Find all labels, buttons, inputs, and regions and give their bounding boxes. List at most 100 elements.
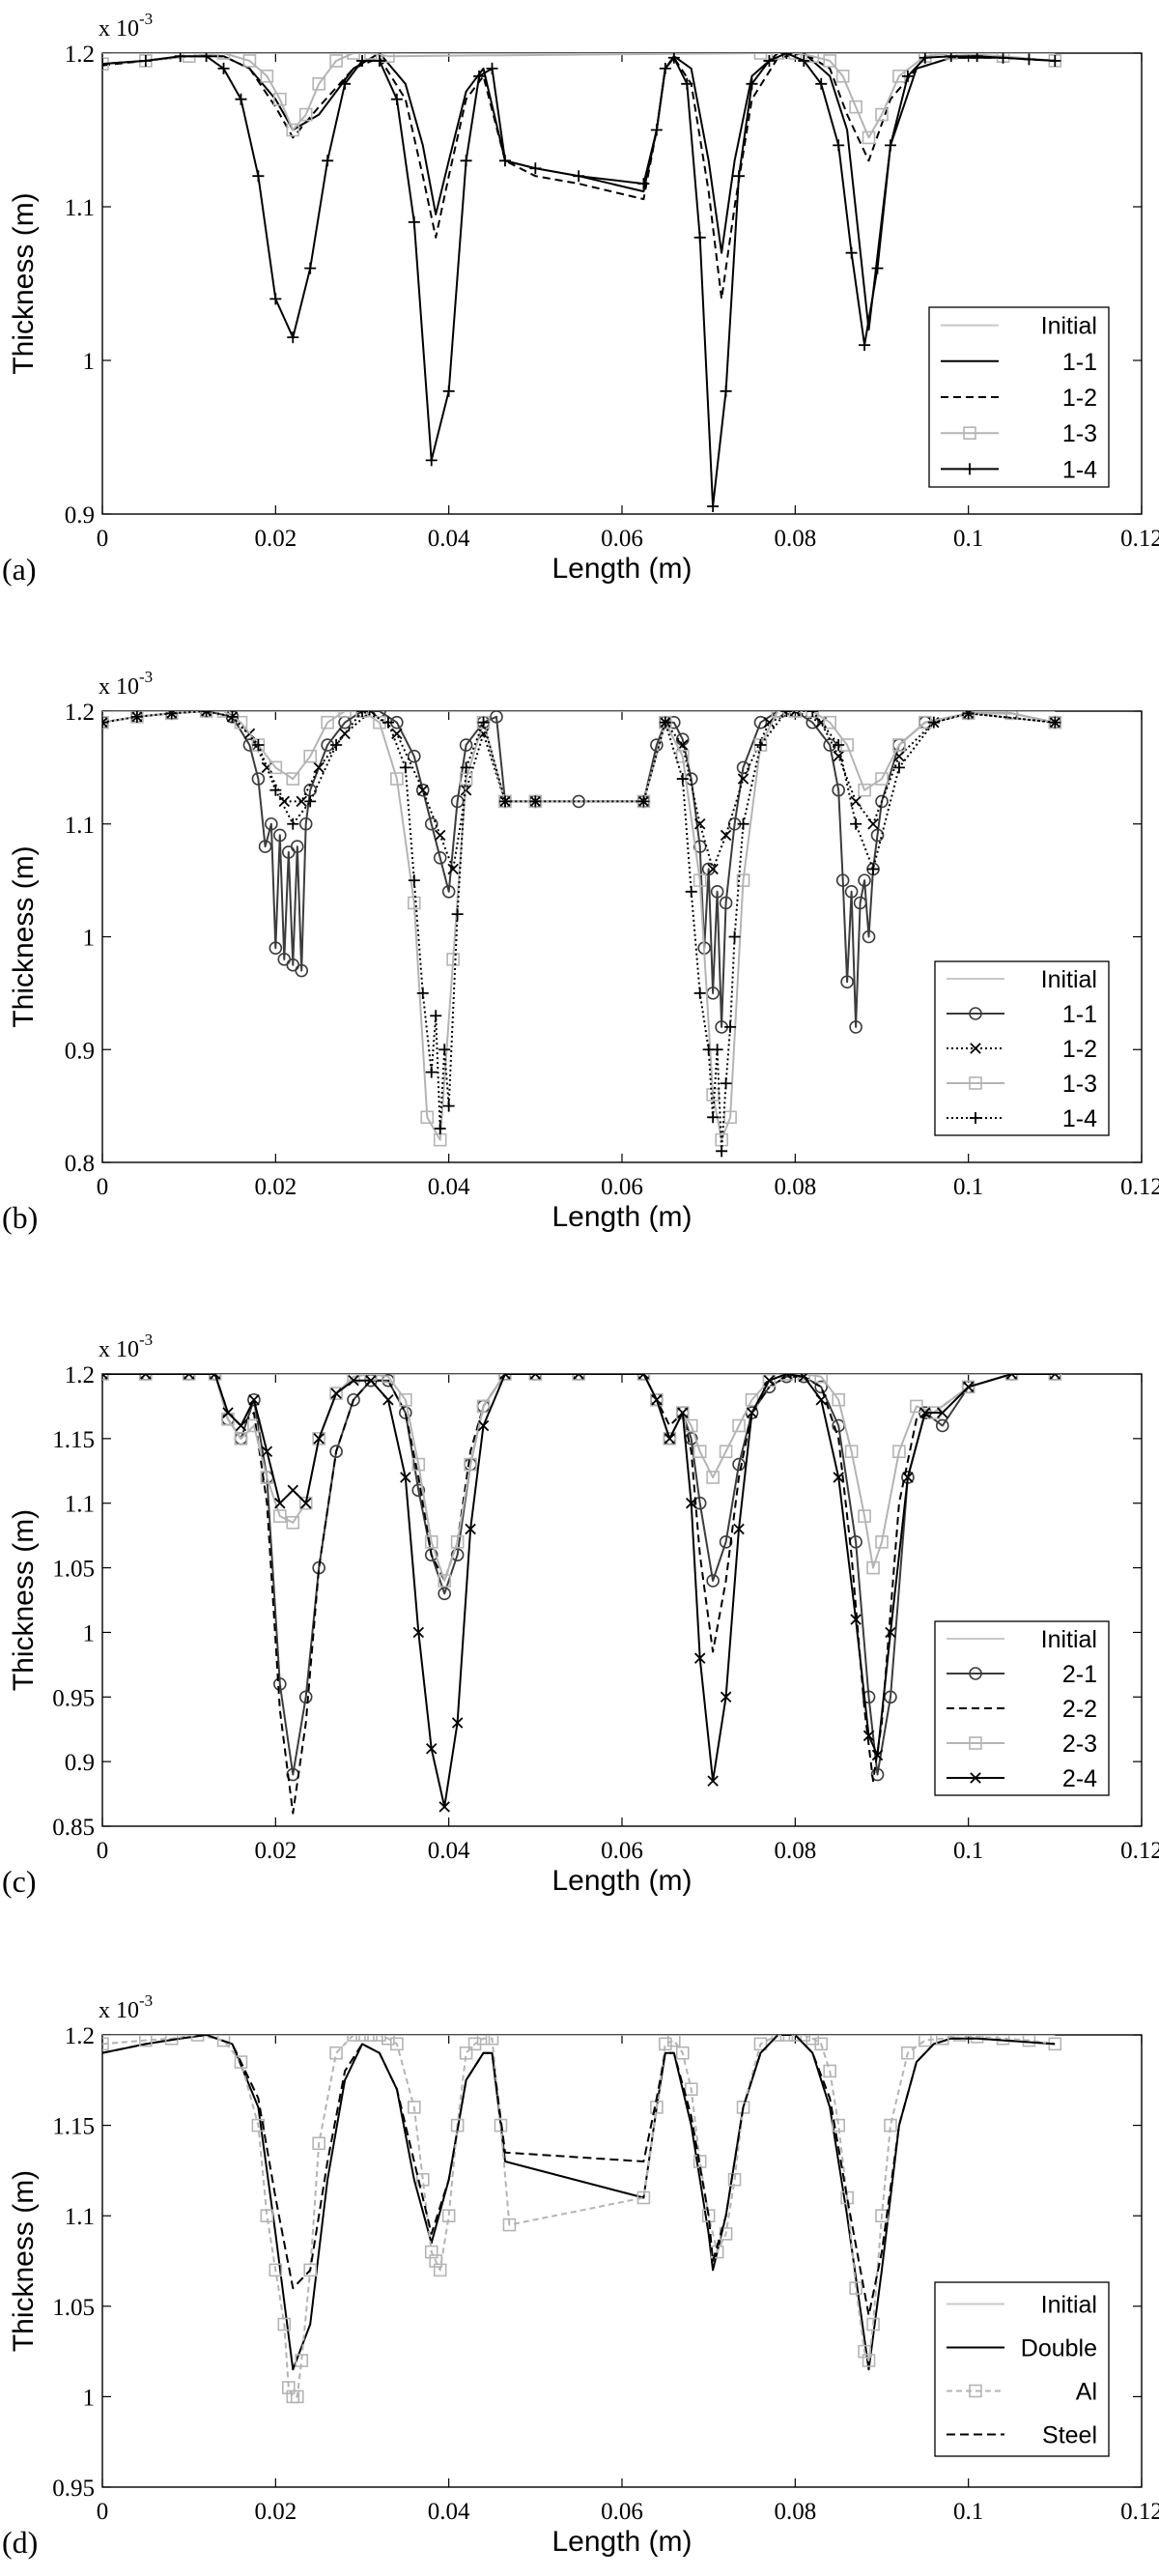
data-point (182, 1374, 196, 1381)
data-point (476, 2035, 491, 2046)
data-point (200, 711, 212, 717)
legend-label: 2-3 (1062, 1731, 1097, 1758)
y-tick-label: 1.1 (65, 813, 95, 839)
data-point (833, 739, 845, 752)
data-point (247, 1392, 261, 1407)
data-point (390, 93, 403, 105)
legend-marker (969, 1667, 982, 1680)
data-point (884, 2118, 897, 2132)
data-point (1004, 1374, 1019, 1381)
x-tick-label: 0 (97, 526, 109, 552)
y-tick-label: 1 (83, 1620, 96, 1646)
series-line (102, 1374, 1056, 1582)
data-point (636, 1374, 651, 1381)
data-point (234, 715, 248, 730)
x-tick-label: 0.12 (1120, 526, 1159, 552)
data-point (446, 953, 460, 966)
x-tick-label: 0.02 (254, 526, 297, 552)
data-point (710, 884, 724, 899)
data-point (464, 1457, 477, 1472)
data-point (806, 711, 819, 717)
series-line (102, 53, 1056, 301)
legend-box (934, 2281, 1110, 2457)
data-point (719, 896, 733, 910)
data-point (438, 1574, 451, 1588)
data-point (720, 1691, 732, 1703)
data-point (814, 2037, 829, 2051)
y-tick-label: 1.15 (52, 2114, 95, 2140)
series-1-4 (102, 711, 1061, 1158)
data-point (329, 2046, 343, 2060)
data-point (849, 2281, 862, 2295)
data-point (736, 760, 750, 775)
data-point (858, 783, 871, 797)
data-point (866, 2317, 880, 2332)
data-point (1022, 2035, 1036, 2047)
x-tick-label: 0.04 (428, 526, 470, 552)
x-tick-label: 0.02 (254, 1838, 297, 1864)
data-point (498, 795, 511, 808)
data-point (312, 77, 325, 91)
data-point (875, 1535, 889, 1549)
data-point (651, 1394, 663, 1406)
data-point (1004, 711, 1019, 721)
data-point (716, 1145, 728, 1158)
x-tick-label: 0.06 (601, 526, 643, 552)
plot-area (102, 2035, 1062, 2404)
y-tick-label: 1 (83, 2385, 96, 2411)
data-point (572, 1374, 585, 1381)
legend-marker (969, 2384, 982, 2398)
data-point (901, 70, 914, 82)
data-point (329, 1387, 343, 1400)
data-point (867, 818, 879, 830)
data-point (733, 1523, 745, 1535)
y-tick-label: 0.9 (65, 502, 95, 529)
data-point (806, 53, 820, 63)
data-point (460, 155, 472, 167)
legend-label: 1-3 (1062, 1071, 1097, 1098)
x-tick-label: 0.02 (254, 2499, 297, 2525)
data-point (450, 2118, 465, 2132)
data-point (727, 2172, 742, 2187)
x-axis-label: Length (m) (551, 1201, 692, 1233)
legend-label: Double (1021, 2335, 1097, 2362)
data-point (840, 2190, 854, 2205)
data-point (433, 850, 447, 865)
data-point (102, 716, 108, 729)
data-point (415, 783, 430, 797)
data-point (780, 53, 793, 59)
data-point (411, 1483, 426, 1498)
data-point (1049, 716, 1061, 729)
data-point (871, 262, 884, 274)
data-point (430, 1010, 442, 1022)
data-point (139, 2035, 153, 2047)
data-point (298, 816, 313, 831)
data-point (183, 1374, 195, 1380)
data-point (952, 2035, 967, 2042)
data-point (919, 2035, 932, 2047)
data-point (235, 1419, 247, 1432)
x-tick-label: 0.1 (953, 526, 983, 552)
data-point (659, 62, 671, 74)
data-point (498, 1374, 512, 1381)
data-point (788, 53, 803, 60)
panel-label: (c) (2, 1864, 37, 1899)
y-tick-label: 1.15 (52, 1427, 95, 1453)
data-point (997, 53, 1009, 64)
data-point (733, 170, 746, 183)
y-tick-label: 1.2 (65, 2023, 95, 2049)
data-point (780, 711, 793, 717)
x-tick-label: 0.08 (774, 526, 816, 552)
y-axis-label: Thickness (m) (8, 845, 40, 1027)
data-point (339, 77, 352, 90)
data-point (753, 2037, 768, 2051)
data-point (273, 828, 287, 843)
data-point (451, 1717, 464, 1729)
data-point (415, 2172, 430, 2187)
data-point (273, 1509, 287, 1523)
data-point (832, 1392, 845, 1407)
x-axis-label: Length (m) (551, 1865, 692, 1897)
x-tick-label: 0.06 (601, 2499, 643, 2525)
x-tick-label: 0 (97, 1174, 109, 1200)
data-point (261, 1445, 273, 1457)
